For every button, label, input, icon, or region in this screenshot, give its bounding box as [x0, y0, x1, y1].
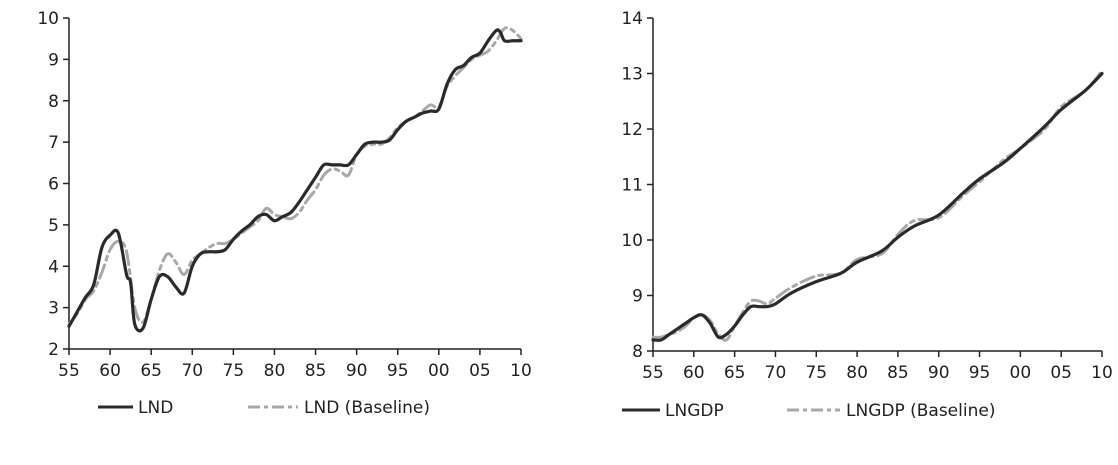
- x-tick-label: 80: [846, 363, 868, 383]
- y-tick-label: 9: [48, 50, 59, 70]
- actual-series-line: [651, 71, 1104, 342]
- x-tick-label: 85: [305, 361, 327, 381]
- y-tick-label: 10: [621, 231, 643, 251]
- x-tick-label: 10: [1091, 363, 1113, 383]
- y-tick-label: 13: [621, 65, 643, 85]
- y-tick-label: 5: [48, 216, 59, 236]
- x-tick-label: 60: [99, 361, 121, 381]
- y-tick-label: 11: [621, 176, 643, 196]
- x-tick-label: 70: [765, 363, 787, 383]
- y-tick-label: 14: [621, 9, 643, 29]
- baseline-series-line: [651, 69, 1104, 342]
- x-tick-label: 75: [805, 363, 827, 383]
- y-tick-label: 2: [48, 340, 59, 360]
- x-tick-label: 90: [928, 363, 950, 383]
- x-tick-label: 80: [264, 361, 286, 381]
- legend-label: LND: [138, 398, 173, 418]
- x-tick-label: 00: [1010, 363, 1032, 383]
- y-tick-label: 9: [632, 287, 643, 307]
- chart-panel-2: 8 9 10 11 12 13 14 55 60 65 70 75 80 85 90 95 00 05 10 LNGD…: [621, 9, 1112, 421]
- y-tick-label: 7: [48, 133, 59, 153]
- y-tick-label: 6: [48, 175, 59, 195]
- x-tick-label: 90: [346, 361, 368, 381]
- x-tick-label: 00: [428, 361, 450, 381]
- x-tick-label: 55: [642, 363, 664, 383]
- x-tick-label: 95: [969, 363, 991, 383]
- y-tick-label: 12: [621, 120, 643, 140]
- chart-panel-1: 2 3 4 5 6 7 8 9 10 55 60 65 70 75 80 85 90 95 00 05 10 LND LND…: [37, 9, 531, 418]
- y-tick-label: 4: [48, 257, 59, 277]
- y-tick-label: 8: [632, 342, 643, 362]
- y-tick-label: 3: [48, 299, 59, 319]
- legend-label: LNGDP: [665, 401, 724, 421]
- x-tick-label: 60: [683, 363, 705, 383]
- x-tick-label: 05: [469, 361, 491, 381]
- legend-label: LNGDP (Baseline): [846, 401, 995, 421]
- x-tick-label: 85: [887, 363, 909, 383]
- legend-label: LND (Baseline): [304, 398, 430, 418]
- y-tick-label: 8: [48, 92, 59, 112]
- x-tick-label: 65: [724, 363, 746, 383]
- x-tick-label: 75: [223, 361, 245, 381]
- x-tick-label: 10: [510, 361, 532, 381]
- x-tick-label: 05: [1050, 363, 1072, 383]
- x-tick-label: 65: [140, 361, 162, 381]
- y-tick-label: 10: [37, 9, 59, 29]
- x-tick-label: 55: [58, 361, 80, 381]
- x-tick-label: 95: [387, 361, 409, 381]
- actual-series-line: [67, 28, 523, 333]
- x-tick-label: 70: [181, 361, 203, 381]
